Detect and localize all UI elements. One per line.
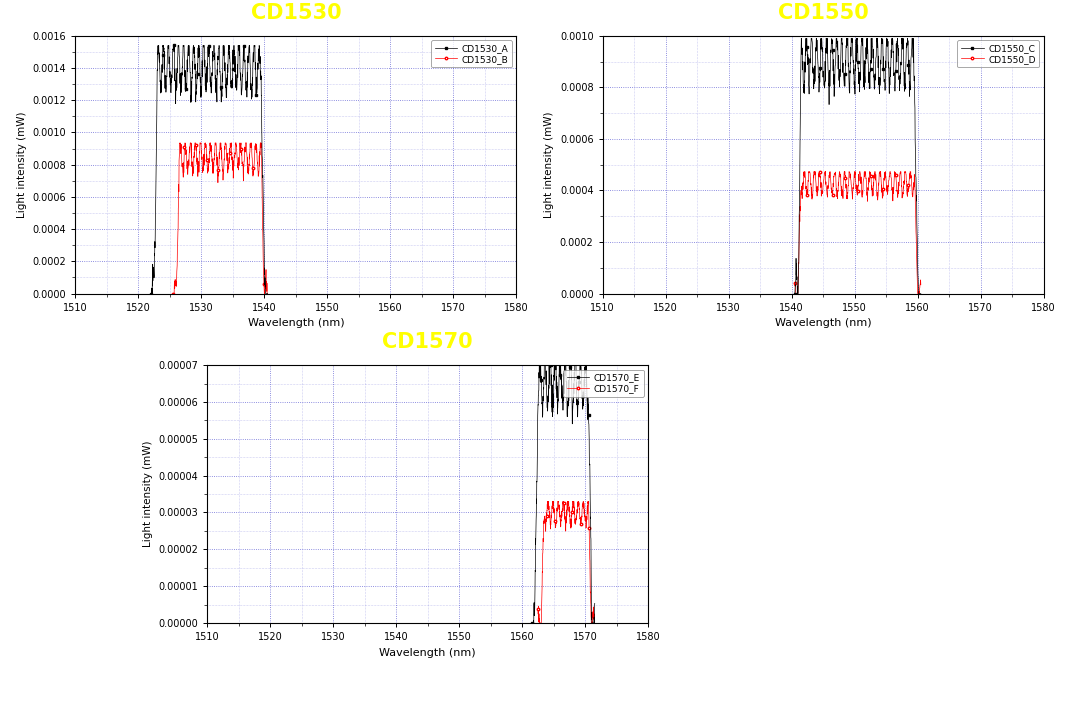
CD1550_D bbox=[915, 281, 928, 289]
X-axis label: Wavelength (nm): Wavelength (nm) bbox=[775, 318, 872, 328]
CD1570_F bbox=[567, 501, 580, 510]
Y-axis label: Light intensity (mW): Light intensity (mW) bbox=[544, 112, 554, 218]
CD1550_D bbox=[789, 279, 802, 287]
CD1530_B bbox=[173, 139, 186, 147]
Y-axis label: Light intensity (mW): Light intensity (mW) bbox=[17, 112, 27, 218]
CD1570_F bbox=[533, 619, 546, 627]
Line: CD1570_E: CD1570_E bbox=[530, 359, 596, 624]
CD1570_F bbox=[574, 511, 586, 519]
CD1570_F bbox=[538, 518, 551, 527]
CD1530_B bbox=[212, 168, 225, 177]
CD1550_C bbox=[873, 84, 886, 93]
CD1530_B bbox=[167, 289, 180, 298]
CD1570_E bbox=[565, 372, 578, 380]
Text: CD1550: CD1550 bbox=[778, 3, 868, 22]
CD1530_B bbox=[212, 163, 225, 171]
CD1570_E bbox=[533, 356, 546, 364]
CD1570_E bbox=[571, 412, 584, 421]
CD1550_C bbox=[811, 42, 824, 50]
Y-axis label: Light intensity (mW): Light intensity (mW) bbox=[143, 441, 153, 547]
CD1550_D bbox=[846, 190, 859, 199]
CD1550_C bbox=[846, 38, 859, 47]
CD1570_F bbox=[572, 505, 585, 514]
CD1550_C bbox=[915, 289, 928, 298]
CD1550_D bbox=[821, 190, 834, 198]
X-axis label: Wavelength (nm): Wavelength (nm) bbox=[380, 647, 476, 657]
CD1570_E bbox=[589, 599, 601, 608]
CD1570_F bbox=[541, 497, 554, 505]
CD1530_B bbox=[259, 284, 272, 293]
CD1570_F bbox=[554, 522, 567, 531]
CD1570_E bbox=[546, 412, 558, 421]
CD1550_C bbox=[821, 43, 834, 52]
CD1570_E bbox=[525, 619, 538, 627]
X-axis label: Wavelength (nm): Wavelength (nm) bbox=[247, 318, 344, 328]
CD1550_D bbox=[873, 168, 886, 176]
Legend: CD1530_A, CD1530_B: CD1530_A, CD1530_B bbox=[430, 40, 512, 67]
CD1530_A bbox=[174, 88, 187, 97]
CD1530_B bbox=[244, 141, 257, 150]
Line: CD1550_D: CD1550_D bbox=[793, 170, 922, 295]
CD1550_D bbox=[883, 168, 896, 176]
Line: CD1570_F: CD1570_F bbox=[537, 500, 596, 624]
CD1570_E bbox=[533, 355, 546, 364]
CD1530_B bbox=[223, 154, 236, 163]
CD1530_A bbox=[213, 68, 226, 77]
CD1570_F bbox=[550, 513, 563, 522]
Legend: CD1570_E, CD1570_F: CD1570_E, CD1570_F bbox=[563, 369, 643, 397]
CD1550_D bbox=[790, 289, 803, 298]
CD1530_A bbox=[261, 289, 274, 298]
CD1550_D bbox=[811, 187, 824, 195]
CD1530_B bbox=[217, 156, 230, 165]
CD1550_C bbox=[883, 81, 896, 90]
Text: CD1570: CD1570 bbox=[382, 332, 473, 352]
Line: CD1530_A: CD1530_A bbox=[150, 44, 269, 295]
CD1530_A bbox=[144, 289, 157, 298]
CD1570_E bbox=[571, 406, 584, 415]
CD1530_A bbox=[166, 71, 179, 79]
CD1570_F bbox=[589, 616, 601, 625]
CD1550_D bbox=[863, 168, 876, 176]
CD1530_B bbox=[261, 289, 274, 298]
Line: CD1550_C: CD1550_C bbox=[793, 37, 922, 295]
CD1550_D bbox=[797, 168, 810, 176]
CD1530_A bbox=[152, 41, 165, 50]
CD1550_C bbox=[795, 34, 808, 43]
CD1570_E bbox=[550, 378, 563, 387]
Legend: CD1550_C, CD1550_D: CD1550_C, CD1550_D bbox=[958, 40, 1039, 67]
CD1530_A bbox=[197, 41, 210, 50]
CD1570_F bbox=[532, 604, 544, 613]
Line: CD1530_B: CD1530_B bbox=[172, 142, 269, 295]
CD1530_A bbox=[223, 45, 236, 54]
Text: CD1530: CD1530 bbox=[251, 3, 341, 22]
CD1550_C bbox=[789, 289, 802, 298]
CD1530_A bbox=[232, 41, 245, 50]
CD1550_C bbox=[863, 84, 876, 93]
